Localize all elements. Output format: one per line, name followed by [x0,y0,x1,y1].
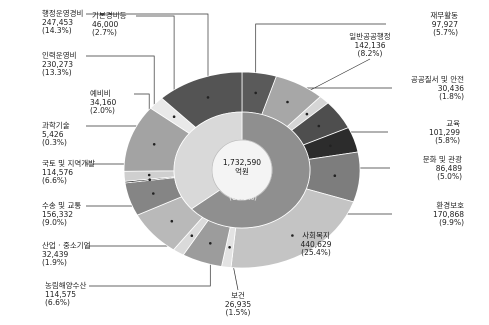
label-name: 농림해양수산 [45,281,87,290]
label-percent: (25.4%) [301,248,331,257]
leader-dot-행정운영경비 [206,96,210,99]
leader-dot-보건 [228,246,231,249]
label-value: 247,453 [42,17,74,27]
label-percent: (14.3%) [42,26,72,35]
label-value: 5,426 [42,129,64,139]
label-value: 142,136 [354,40,386,50]
leader-dot-공공질서-및-안전 [305,112,309,116]
label-사회복지: 사회복지 440,629 (25.4%) [281,231,351,258]
label-기본경비등: 기본경비등 46,000 (2.7%) [92,11,172,38]
label-percent: (1.8%) [439,92,464,101]
label-percent: (2.0%) [90,106,115,115]
label-value: 114,576 [42,167,74,177]
label-value: 101,299 [428,127,460,137]
label-percent: (9.0%) [42,218,67,227]
label-value: 30,436 [437,83,464,93]
label-name: 재무활동 [430,11,458,20]
label-인력운영비: 인력운영비 230,273 (13.3%) [42,51,122,78]
inner-ring-label-name: 비경제분야 [226,186,260,194]
label-name: 수송 및 교통 [42,201,82,210]
label-일반공공행정: 일반공공행정 142,136 (8.2%) [335,32,405,59]
total-label: 1,732,590 억원 [212,158,272,176]
donut-hole [211,139,273,201]
label-name: 산업 · 중소기업 [42,241,91,250]
label-교육: 교육 101,299 (5.8%) [390,119,460,146]
label-percent: (6.6%) [45,298,70,307]
label-name: 교육 [446,119,460,128]
leader-dot-산업-중소기업 [190,234,194,237]
label-name: 환경보호 [436,201,464,210]
label-환경보호: 환경보호 170,868 (9.9%) [394,201,464,228]
label-value: 230,273 [42,59,74,69]
leader-line-기본경비등 [136,15,175,117]
label-name: 일반공공행정 [349,32,391,41]
leader-dot-문화-및-관광 [329,144,332,148]
label-name: 사회복지 [302,231,330,240]
label-value: 86,489 [435,163,462,173]
label-value: 170,868 [432,209,464,219]
leader-dot-기본경비등 [172,115,176,118]
label-과학기술: 과학기술 5,426 (0.3%) [42,121,122,148]
leader-dot-재무활동 [254,91,257,95]
label-percent: (1.9%) [42,258,67,267]
label-value: 32,439 [42,249,69,259]
label-value: 114,575 [45,289,77,299]
leader-line-행정운영경비 [86,13,209,98]
label-percent: (5.8%) [435,136,460,145]
label-value: 26,935 [224,299,252,309]
leader-dot-예비비 [147,173,151,177]
label-name: 과학기술 [42,121,70,130]
leader-dot-국토-및-지역개발 [152,192,155,195]
leader-dot-과학기술 [148,178,151,181]
label-value: 34,160 [90,97,117,107]
label-value: 97,927 [431,19,458,29]
label-percent: (5.7%) [433,28,458,37]
label-농림해양수산: 농림해양수산 114,575 (6.6%) [45,281,125,308]
label-percent: (13.3%) [42,68,72,77]
label-문화-및-관광: 문화 및 관광 86,489 (5.0%) [392,155,462,182]
label-value: 46,000 [92,19,119,29]
leader-dot-수송-및-교통 [170,219,174,223]
label-percent: (2.7%) [92,28,117,37]
leader-dot-사회복지 [291,234,294,237]
label-name: 기본경비등 [92,11,127,20]
label-행정운영경비: 행정운영경비 247,453 (14.3%) [42,9,122,36]
label-name: 예비비 [90,89,111,98]
leader-dot-인력운영비 [152,143,156,146]
label-name: 행정운영경비 [42,9,84,18]
label-percent: (8.2%) [357,49,383,58]
label-percent: (0.3%) [42,138,67,147]
label-name: 보건 [231,291,245,300]
leader-dot-농림해양수산 [209,242,212,245]
label-name: 인력운영비 [42,51,77,60]
label-percent: (9.9%) [439,218,464,227]
leader-dot-환경보호 [333,174,337,177]
label-공공질서-및-안전: 공공질서 및 안전 30,436 (1.8%) [394,75,464,102]
label-산업-중소기업: 산업 · 중소기업 32,439 (1.9%) [42,241,122,268]
label-value: 440,629 [300,239,332,249]
label-재무활동: 재무활동 97,927 (5.7%) [388,11,458,38]
label-percent: (1.5%) [225,308,251,317]
label-name: 국토 및 지역개발 [42,159,96,168]
leader-dot-교육 [317,124,321,128]
total-value: 1,732,590 [222,158,262,167]
total-unit: 억원 [235,167,249,176]
inner-ring-label-noneconomic: 비경제분야 (63.3%) [222,186,264,202]
leader-dot-일반공공행정 [286,100,289,104]
label-percent: (6.6%) [42,176,67,185]
label-name: 공공질서 및 안전 [410,75,464,84]
inner-ring-label-percent: (63.3%) [229,194,257,202]
label-예비비: 예비비 34,160 (2.0%) [90,89,170,116]
label-국토-및-지역개발: 국토 및 지역개발 114,576 (6.6%) [42,159,122,186]
leader-line-재무활동 [255,23,386,93]
label-value: 156,332 [42,209,74,219]
label-수송-및-교통: 수송 및 교통 156,332 (9.0%) [42,201,122,228]
label-보건: 보건 26,935 (1.5%) [203,291,273,318]
label-percent: (5.0%) [437,172,462,181]
label-name: 문화 및 관광 [422,155,462,164]
